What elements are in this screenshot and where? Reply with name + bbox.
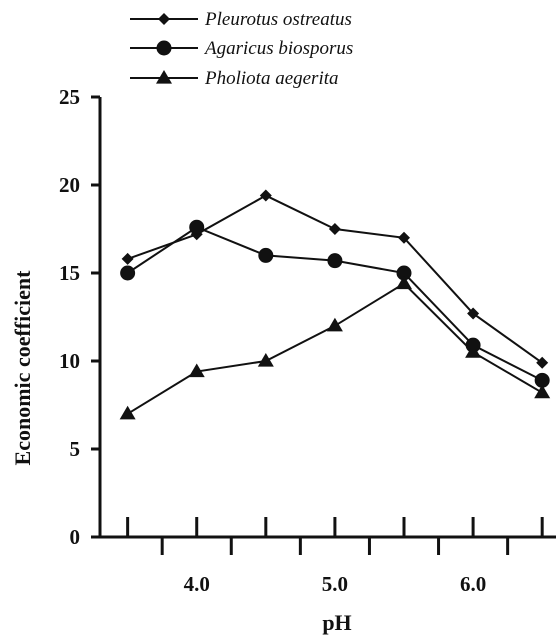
legend-label: Pholiota aegerita: [204, 68, 339, 89]
legend-label: Pleurotus ostreatus: [204, 9, 352, 30]
series-triangle: [119, 275, 551, 420]
legend: Pleurotus ostreatus Agaricus biosporus Pho…: [130, 9, 353, 89]
point-circle: [189, 219, 205, 235]
plot-area: [119, 189, 551, 420]
point-triangle: [534, 384, 551, 399]
series-line: [127, 194, 543, 364]
point-triangle: [465, 344, 482, 358]
x-tick-label: 6.0: [460, 572, 486, 596]
point-triangle: [396, 275, 412, 290]
axes: 0 5 10 15 20 25 4.0 5.0 6.0: [59, 85, 556, 596]
point-circle: [258, 247, 274, 263]
series-circle: [120, 219, 550, 388]
y-tick-label: 20: [59, 173, 80, 197]
point-triangle: [188, 363, 205, 378]
legend-marker: [156, 40, 172, 56]
x-axis-title: pH: [322, 610, 351, 635]
y-tick-label: 15: [59, 261, 80, 285]
y-tick-label: 10: [59, 349, 80, 373]
point-diamond: [398, 231, 410, 244]
y-tick-label: 5: [70, 437, 81, 461]
legend-label: Agaricus biosporus: [203, 38, 353, 59]
point-diamond: [259, 189, 272, 202]
point-diamond: [328, 223, 341, 235]
legend-marker: [158, 13, 170, 25]
legend-item: Pholiota aegerita: [130, 68, 339, 89]
x-tick-label: 5.0: [322, 572, 348, 596]
point-diamond: [467, 307, 480, 320]
legend-marker: [156, 70, 172, 84]
point-circle: [120, 265, 136, 281]
y-axis-title: Economic coefficient: [10, 270, 35, 466]
x-tick-label: 4.0: [184, 572, 210, 596]
point-triangle: [257, 353, 274, 367]
point-diamond: [121, 252, 134, 265]
point-triangle: [326, 317, 343, 332]
series-diamond: [121, 189, 549, 369]
y-tick-label: 25: [59, 85, 80, 109]
point-circle: [327, 253, 343, 269]
point-diamond: [536, 356, 549, 369]
point-triangle: [119, 405, 136, 420]
y-tick-label: 0: [70, 525, 81, 549]
legend-item: Pleurotus ostreatus: [130, 9, 352, 30]
legend-item: Agaricus biosporus: [130, 38, 353, 59]
